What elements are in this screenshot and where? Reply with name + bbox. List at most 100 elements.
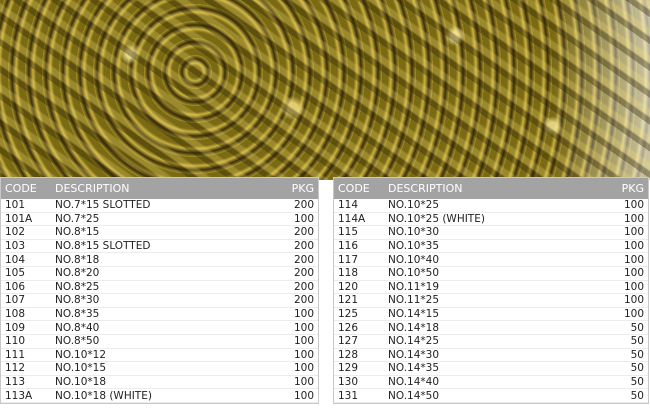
cell-code: 131: [338, 389, 359, 402]
bolts-product-photo: [0, 0, 650, 180]
table-row: 130 NO.14*40 50: [334, 376, 648, 390]
cell-code: 126: [338, 321, 359, 334]
cell-pkg: 200: [293, 226, 314, 239]
cell-description: NO.8*25: [55, 280, 100, 293]
cell-description: NO.8*20: [55, 267, 100, 280]
cell-description: NO.8*15 SLOTTED: [55, 240, 151, 253]
table-row: 129 NO.14*35 50: [334, 362, 648, 376]
cell-pkg: 200: [293, 294, 314, 307]
table-row: 107 NO.8*30 200: [1, 294, 318, 308]
cell-code: 117: [338, 253, 359, 266]
cell-pkg: 100: [293, 389, 314, 402]
cell-description: NO.14*25: [388, 335, 440, 348]
table-row: 128 NO.14*30 50: [334, 349, 648, 363]
cell-pkg: 100: [623, 280, 644, 293]
cell-code: 101A: [5, 212, 33, 225]
table-row: 131 NO.14*50 50: [334, 389, 648, 403]
cell-description: NO.11*19: [388, 280, 440, 293]
cell-pkg: 100: [623, 294, 644, 307]
table-row: 108 NO.8*35 100: [1, 308, 318, 322]
cell-description: NO.14*18: [388, 321, 440, 334]
cell-pkg: 200: [293, 240, 314, 253]
table-row: 121 NO.11*25 100: [334, 294, 648, 308]
cell-code: 113A: [5, 389, 33, 402]
table-row: 125 NO.14*15 100: [334, 308, 648, 322]
cell-pkg: 100: [623, 240, 644, 253]
table-row: 109 NO.8*40 100: [1, 321, 318, 335]
cell-pkg: 100: [293, 212, 314, 225]
cell-pkg: 100: [293, 348, 314, 361]
table-row: 110 NO.8*50 100: [1, 335, 318, 349]
cell-code: 110: [5, 335, 26, 348]
cell-description: NO.8*40: [55, 321, 100, 334]
table-row: 106 NO.8*25 200: [1, 281, 318, 295]
cell-description: NO.10*30: [388, 226, 440, 239]
cell-description: NO.10*35: [388, 240, 440, 253]
table-row: 105 NO.8*20 200: [1, 267, 318, 281]
cell-description: NO.14*30: [388, 348, 440, 361]
parts-table-right: CODE DESCRIPTION PKG 114 NO.10*25 100 114A N…: [333, 177, 649, 404]
cell-code: 109: [5, 321, 26, 334]
cell-pkg: 100: [623, 308, 644, 321]
cell-description: NO.10*18 (WHITE): [55, 389, 152, 402]
cell-description: NO.8*50: [55, 335, 100, 348]
cell-code: 111: [5, 348, 26, 361]
cell-pkg: 50: [630, 348, 644, 361]
cell-description: NO.7*25: [55, 212, 100, 225]
cell-description: NO.14*15: [388, 308, 440, 321]
cell-description: NO.10*40: [388, 253, 440, 266]
table-row: 112 NO.10*15 100: [1, 362, 318, 376]
header-pkg: PKG: [621, 182, 644, 195]
cell-description: NO.11*25: [388, 294, 440, 307]
cell-code: 128: [338, 348, 359, 361]
cell-code: 108: [5, 308, 26, 321]
cell-code: 120: [338, 280, 359, 293]
table-row: 117 NO.10*40 100: [334, 253, 648, 267]
cell-description: NO.8*30: [55, 294, 100, 307]
cell-pkg: 100: [293, 362, 314, 375]
table-header: CODE DESCRIPTION PKG: [334, 178, 648, 199]
table-row: 118 NO.10*50 100: [334, 267, 648, 281]
cell-pkg: 50: [630, 389, 644, 402]
cell-description: NO.10*15: [55, 362, 107, 375]
cell-description: NO.8*18: [55, 253, 100, 266]
table-row: 120 NO.11*19 100: [334, 281, 648, 295]
cell-pkg: 100: [293, 321, 314, 334]
table-row: 126 NO.14*18 50: [334, 321, 648, 335]
table-row: 115 NO.10*30 100: [334, 226, 648, 240]
cell-pkg: 50: [630, 335, 644, 348]
cell-description: NO.8*35: [55, 308, 100, 321]
cell-description: NO.7*15 SLOTTED: [55, 199, 151, 212]
cell-description: NO.10*12: [55, 348, 107, 361]
header-description: DESCRIPTION: [55, 182, 130, 195]
cell-code: 113: [5, 376, 26, 389]
cell-description: NO.14*40: [388, 376, 440, 389]
table-row: 114 NO.10*25 100: [334, 199, 648, 213]
parts-table-left: CODE DESCRIPTION PKG 101 NO.7*15 SLOTTED 2…: [0, 177, 319, 404]
table-row: 102 NO.8*15 200: [1, 226, 318, 240]
cell-pkg: 100: [293, 308, 314, 321]
table-row: 127 NO.14*25 50: [334, 335, 648, 349]
cell-pkg: 50: [630, 376, 644, 389]
table-row: 111 NO.10*12 100: [1, 349, 318, 363]
cell-code: 125: [338, 308, 359, 321]
header-description: DESCRIPTION: [388, 182, 463, 195]
cell-pkg: 100: [623, 253, 644, 266]
cell-code: 114: [338, 199, 359, 212]
cell-pkg: 200: [293, 199, 314, 212]
cell-code: 129: [338, 362, 359, 375]
cell-code: 112: [5, 362, 26, 375]
cell-code: 118: [338, 267, 359, 280]
cell-code: 105: [5, 267, 26, 280]
cell-pkg: 50: [630, 321, 644, 334]
cell-pkg: 200: [293, 253, 314, 266]
cell-code: 102: [5, 226, 26, 239]
cell-description: NO.10*50: [388, 267, 440, 280]
cell-pkg: 100: [293, 376, 314, 389]
header-pkg: PKG: [291, 182, 314, 195]
table-row: 103 NO.8*15 SLOTTED 200: [1, 240, 318, 254]
cell-description: NO.10*25 (WHITE): [388, 212, 485, 225]
cell-code: 103: [5, 240, 26, 253]
cell-description: NO.10*25: [388, 199, 440, 212]
cell-description: NO.10*18: [55, 376, 107, 389]
